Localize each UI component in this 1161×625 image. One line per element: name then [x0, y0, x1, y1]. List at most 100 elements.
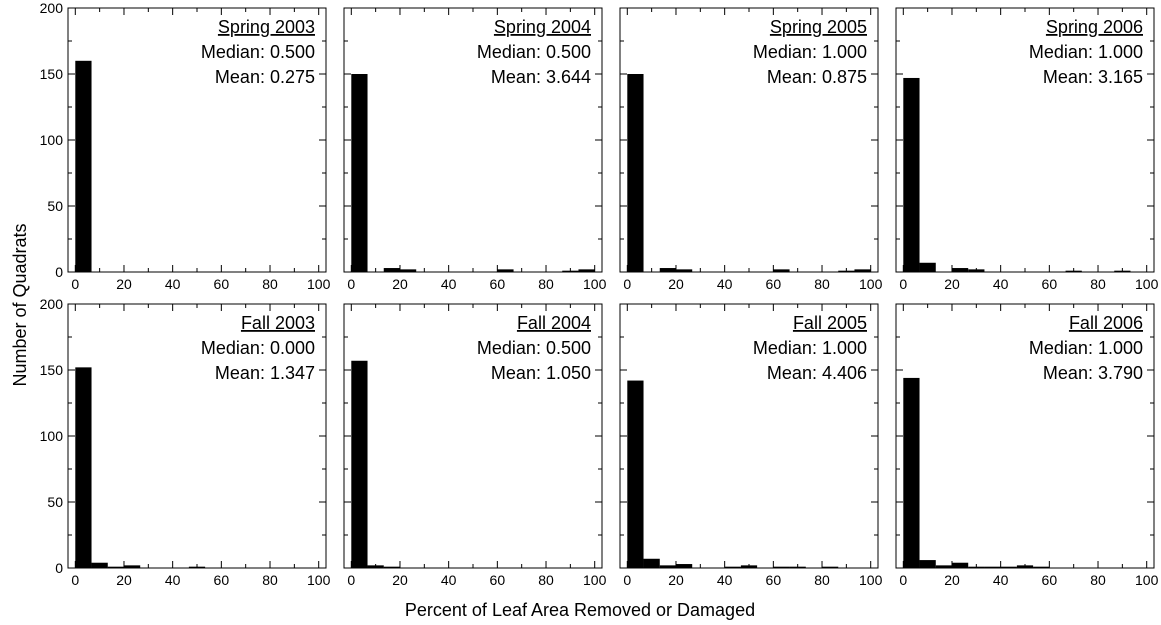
- x-tick-label: 0: [347, 276, 355, 292]
- x-tick-label: 100: [307, 572, 331, 588]
- histogram-bar: [627, 380, 644, 568]
- x-tick-label: 20: [668, 276, 684, 292]
- x-tick-label: 80: [262, 572, 278, 588]
- mean-label: Mean: 0.875: [767, 67, 867, 87]
- histogram-bar: [773, 566, 790, 568]
- x-tick-label: 60: [766, 276, 782, 292]
- histogram-bar: [773, 269, 790, 272]
- median-label: Median: 1.000: [1029, 338, 1143, 358]
- x-tick-label: 40: [993, 276, 1009, 292]
- median-label: Median: 1.000: [753, 338, 867, 358]
- x-tick-label: 80: [262, 276, 278, 292]
- x-tick-label: 20: [944, 572, 960, 588]
- y-tick-label: 50: [47, 494, 63, 510]
- histogram-panel: 0 20 40 60 80 100 Spring 2006 Median: 1.000 Mean…: [895, 7, 1159, 292]
- histogram-bar: [854, 269, 871, 272]
- x-tick-label: 60: [766, 572, 782, 588]
- mean-label: Mean: 4.406: [767, 363, 867, 383]
- histogram-bar: [123, 565, 141, 568]
- x-tick-label: 100: [859, 276, 883, 292]
- x-tick-label: 60: [1042, 276, 1058, 292]
- x-tick-label: 60: [214, 276, 230, 292]
- x-tick-label: 100: [583, 276, 607, 292]
- median-label: Median: 1.000: [753, 42, 867, 62]
- x-tick-label: 0: [623, 572, 631, 588]
- histogram-panel: 0 20 40 60 80 100 Spring 2005 Median: 1.000 Mean…: [619, 7, 883, 292]
- x-tick-label: 60: [214, 572, 230, 588]
- histogram-bar: [659, 565, 676, 568]
- mean-label: Mean: 0.275: [215, 67, 315, 87]
- histogram-bar: [75, 60, 92, 272]
- x-tick-label: 100: [307, 276, 331, 292]
- x-tick-label: 40: [993, 572, 1009, 588]
- histogram-bar: [383, 566, 400, 568]
- x-tick-label: 40: [717, 276, 733, 292]
- x-tick-label: 100: [1135, 276, 1159, 292]
- histogram-bar: [951, 562, 969, 568]
- histogram-bar: [822, 566, 839, 568]
- histogram-bar: [1033, 566, 1050, 568]
- histogram-bar: [919, 262, 936, 272]
- panel-title: Spring 2005: [770, 17, 867, 37]
- x-tick-label: 20: [116, 276, 132, 292]
- x-tick-label: 0: [899, 276, 907, 292]
- histogram-panel: 0 20 40 60 80 100 Fall 2006 Median: 1.000 Mean: …: [895, 303, 1159, 588]
- panel-title: Fall 2006: [1069, 313, 1143, 333]
- histogram-bar: [399, 269, 417, 272]
- y-axis-title: Number of Quadrats: [10, 223, 30, 386]
- histogram-bar: [383, 268, 400, 272]
- y-tick-label: 0: [55, 560, 63, 576]
- y-tick-label: 150: [40, 362, 64, 378]
- x-tick-label: 60: [490, 572, 506, 588]
- median-label: Median: 0.500: [477, 42, 591, 62]
- histogram-bar: [659, 268, 676, 272]
- histogram-bar: [675, 269, 693, 272]
- x-tick-label: 80: [1090, 276, 1106, 292]
- x-tick-label: 0: [71, 572, 79, 588]
- histogram-panel: 0 20 40 60 80 100 Spring 2004 Median: 0.500 Mean…: [343, 7, 607, 292]
- x-tick-label: 20: [116, 572, 132, 588]
- x-tick-label: 0: [71, 276, 79, 292]
- panel-title: Fall 2005: [793, 313, 867, 333]
- panel-title: Fall 2003: [241, 313, 315, 333]
- panel-title: Spring 2004: [494, 17, 591, 37]
- x-tick-label: 80: [814, 572, 830, 588]
- panel-title: Spring 2006: [1046, 17, 1143, 37]
- histogram-panel: 0 20 40 60 80 100 0 50 100 150 200 Fall 2003 Median:…: [40, 296, 331, 588]
- x-tick-label: 20: [392, 276, 408, 292]
- x-tick-label: 80: [1090, 572, 1106, 588]
- histogram-panel: 0 20 40 60 80 100 Fall 2004 Median: 0.500 Mean: …: [343, 303, 607, 588]
- y-tick-label: 200: [40, 296, 64, 312]
- histogram-panel: 0 20 40 60 80 100 0 50 100 150 200 Spring 2003 Media…: [40, 0, 331, 292]
- histogram-bar: [578, 269, 595, 272]
- x-tick-label: 0: [899, 572, 907, 588]
- y-tick-label: 50: [47, 198, 63, 214]
- mean-label: Mean: 1.347: [215, 363, 315, 383]
- x-tick-label: 80: [538, 276, 554, 292]
- median-label: Median: 0.000: [201, 338, 315, 358]
- histogram-bar: [903, 377, 920, 568]
- x-tick-label: 20: [668, 572, 684, 588]
- x-tick-label: 0: [347, 572, 355, 588]
- histogram-bar: [1000, 566, 1017, 568]
- y-tick-label: 100: [40, 428, 64, 444]
- histogram-bar: [724, 566, 741, 568]
- y-tick-label: 200: [40, 0, 64, 16]
- x-tick-label: 40: [441, 572, 457, 588]
- x-tick-label: 40: [165, 572, 181, 588]
- histogram-bar: [75, 367, 92, 568]
- y-tick-label: 150: [40, 66, 64, 82]
- mean-label: Mean: 1.050: [491, 363, 591, 383]
- x-tick-label: 20: [392, 572, 408, 588]
- x-tick-label: 40: [717, 572, 733, 588]
- x-tick-label: 100: [1135, 572, 1159, 588]
- histogram-bar: [627, 74, 644, 272]
- histogram-bar: [351, 360, 368, 568]
- histogram-bar: [675, 564, 693, 568]
- x-axis-title: Percent of Leaf Area Removed or Damaged: [405, 600, 755, 620]
- histogram-panel: 0 20 40 60 80 100 Fall 2005 Median: 1.000 Mean: …: [619, 303, 883, 588]
- x-tick-label: 100: [859, 572, 883, 588]
- mean-label: Mean: 3.790: [1043, 363, 1143, 383]
- histogram-bar: [107, 566, 124, 568]
